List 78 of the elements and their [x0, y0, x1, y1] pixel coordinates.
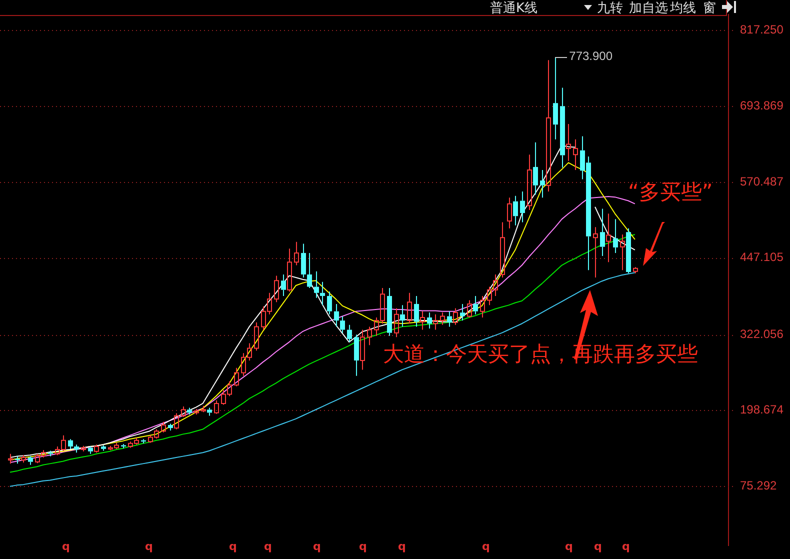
candlestick: [48, 450, 53, 457]
candlestick: [566, 123, 571, 162]
candlestick: [620, 234, 625, 271]
candlestick: [407, 292, 412, 324]
y-tick-label: 693.869: [740, 98, 784, 113]
annotation: q: [359, 540, 367, 553]
candlestick: [360, 329, 365, 370]
annotation: q: [145, 540, 153, 553]
candlestick: [520, 191, 525, 223]
candlestick: [301, 243, 306, 278]
candlestick: [28, 456, 33, 466]
y-tick-label: 447.105: [740, 250, 784, 264]
candlestick: [427, 312, 432, 330]
annotation: 加自选: [629, 0, 668, 17]
annotation: q: [482, 540, 490, 553]
annotation: 普通K线: [490, 0, 538, 17]
annotation: q: [565, 540, 573, 553]
annotation: 九转: [597, 0, 623, 17]
candlestick: [626, 228, 631, 274]
candlestick: [553, 56, 558, 140]
candlestick: [334, 303, 339, 328]
candlestick: [68, 438, 73, 450]
candlestick: [447, 310, 452, 328]
y-tick-label: 817.250: [740, 22, 784, 37]
candlestick: [460, 303, 465, 322]
candlestick: [320, 281, 325, 306]
y-tick-label: 198.674: [740, 402, 784, 417]
candlestick: [560, 87, 565, 168]
candlestick: [507, 197, 512, 229]
annotation: q: [313, 540, 321, 553]
candlestick: [340, 316, 345, 334]
candlestick: [433, 314, 438, 330]
candlestick: [400, 304, 405, 328]
annotation: q: [62, 540, 70, 553]
candlestick: [540, 170, 545, 198]
y-tick-label: 570.487: [740, 174, 784, 188]
candlestick: [354, 334, 359, 376]
candlestick: [101, 444, 106, 452]
candlestick: [281, 274, 286, 296]
candlestick: [573, 138, 578, 171]
candlestick: [207, 407, 212, 416]
candlestick: [480, 295, 485, 318]
candlestick: [187, 407, 192, 416]
candlestick: [387, 287, 392, 336]
annotation: q: [229, 540, 237, 553]
candlestick: [168, 423, 173, 432]
candlestick: [606, 213, 611, 263]
candlestick: [546, 60, 551, 192]
annotation: 773.900: [569, 49, 613, 64]
candlestick: [88, 446, 93, 454]
candlestick: [74, 444, 79, 454]
candlestick: [420, 310, 425, 330]
candlestick: [513, 195, 518, 226]
annotation: q: [594, 540, 602, 553]
candlestick: [527, 154, 532, 210]
annotation: q: [622, 540, 630, 553]
candlestick: [314, 270, 319, 298]
candlestick: [294, 241, 299, 266]
text: 窗: [703, 0, 716, 17]
candlestick: [327, 291, 332, 315]
annotation: q: [264, 540, 272, 553]
text: 均线: [670, 0, 696, 17]
candlestick: [307, 252, 312, 288]
candlestick: [473, 295, 478, 315]
candlestick: [347, 324, 352, 343]
candlestick: [367, 326, 372, 346]
candlestick: [600, 208, 605, 257]
annotation: “多买些”: [628, 179, 713, 206]
candlestick: [414, 295, 419, 328]
candlestick: [613, 218, 618, 254]
annotation: q: [398, 540, 406, 553]
candlestick: [533, 142, 538, 196]
candlestick: [287, 248, 292, 292]
candlestick: [593, 226, 598, 278]
y-tick-label: 322.056: [740, 326, 784, 341]
candlestick: [394, 308, 399, 338]
y-tick-label: 75.292: [740, 478, 778, 493]
candlestick: [500, 222, 505, 278]
